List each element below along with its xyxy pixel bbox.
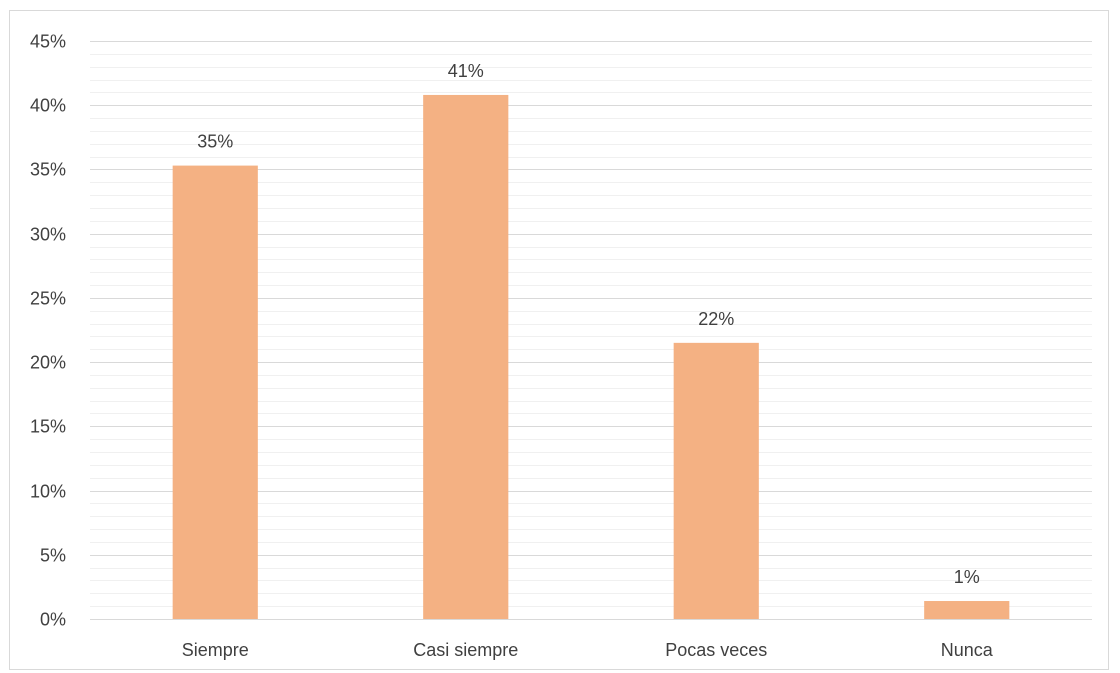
y-tick-label: 45%	[30, 32, 66, 52]
data-label: 35%	[197, 132, 233, 152]
y-tick-label: 15%	[30, 417, 66, 437]
y-tick-label: 20%	[30, 353, 66, 373]
y-tick-label: 0%	[40, 610, 66, 630]
y-tick-label: 40%	[30, 96, 66, 116]
x-category-label: Casi siempre	[413, 640, 518, 660]
data-label: 1%	[954, 567, 980, 587]
y-axis-tick-labels: 0% 5% 10% 15% 20% 25% 30% 35% 40% 45%	[30, 32, 66, 630]
x-axis-category-labels: Siempre Casi siempre Pocas veces Nunca	[182, 640, 994, 660]
y-tick-label: 30%	[30, 225, 66, 245]
bars	[172, 94, 1010, 620]
x-category-label: Nunca	[941, 640, 994, 660]
data-label: 22%	[698, 309, 734, 329]
data-label: 41%	[448, 61, 484, 81]
bar-siempre	[172, 165, 258, 619]
y-tick-label: 10%	[30, 482, 66, 502]
y-tick-label: 35%	[30, 160, 66, 180]
bar-pocas-veces	[673, 342, 759, 619]
y-tick-label: 5%	[40, 546, 66, 566]
x-category-label: Siempre	[182, 640, 249, 660]
data-labels: 35% 41% 22% 1%	[197, 61, 980, 587]
bar-nunca	[924, 601, 1010, 619]
bar-casi-siempre	[423, 94, 509, 620]
x-category-label: Pocas veces	[665, 640, 767, 660]
y-tick-label: 25%	[30, 289, 66, 309]
